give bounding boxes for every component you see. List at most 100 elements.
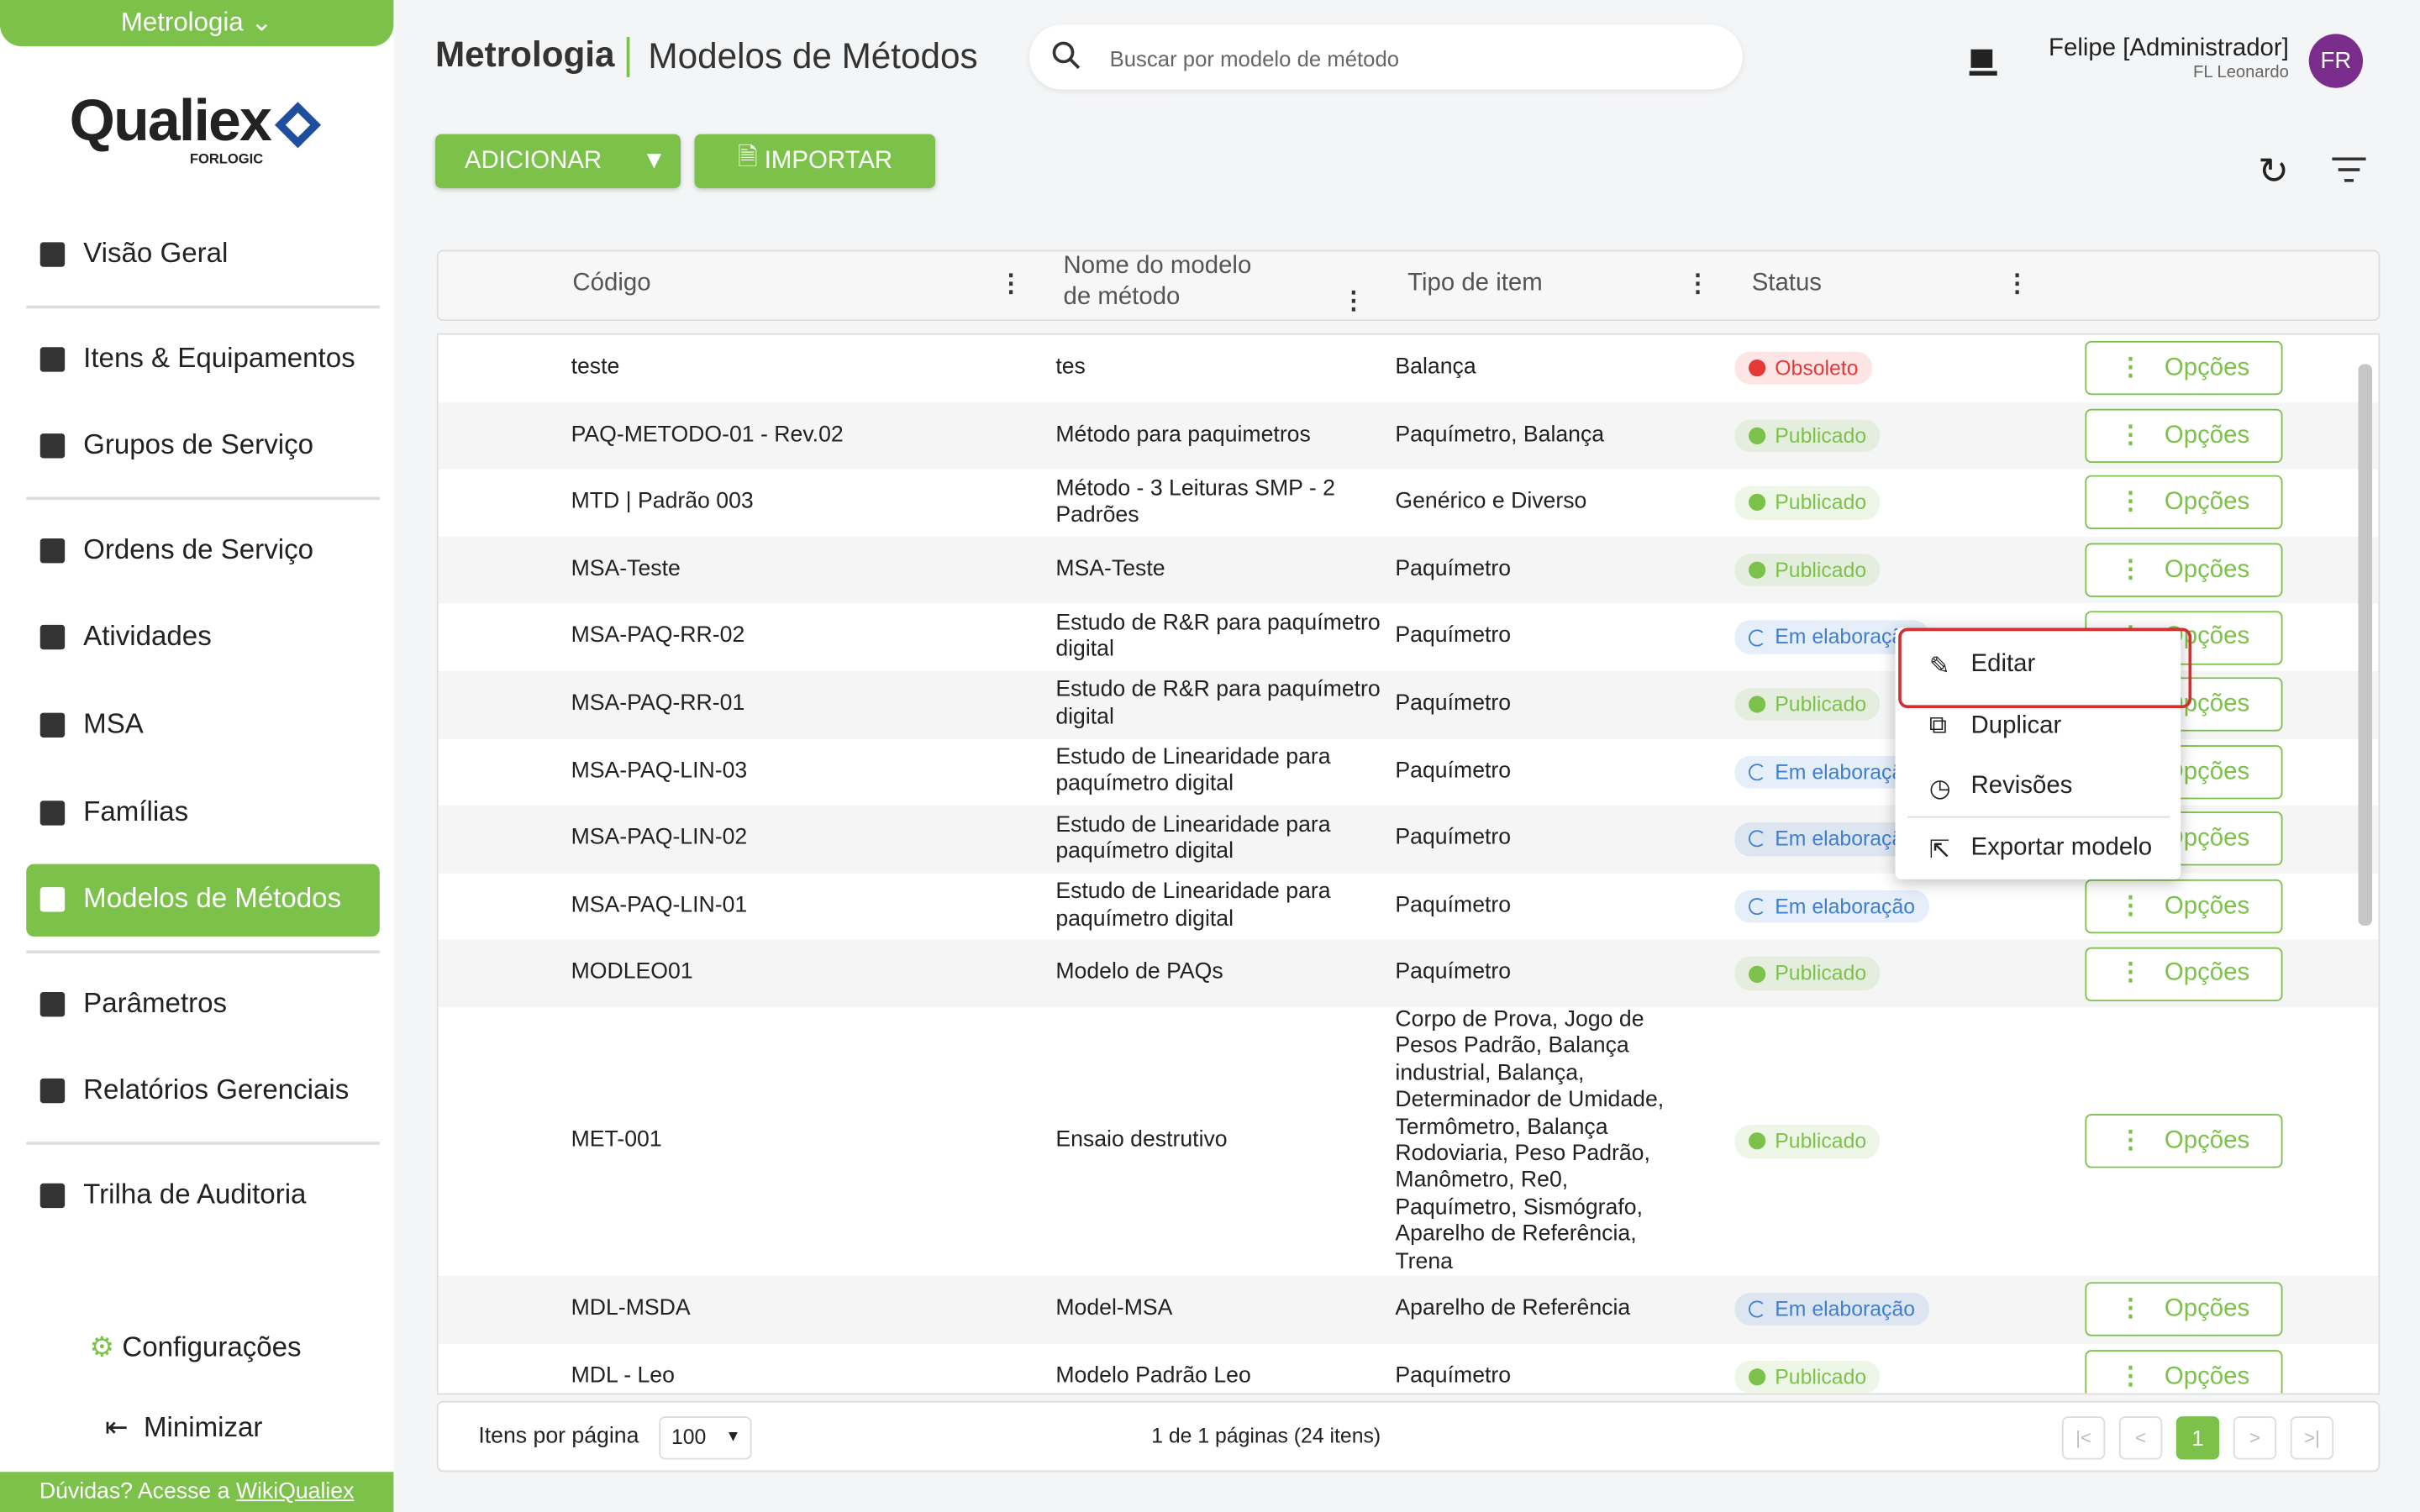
- menu-item[interactable]: Itens & Equipamentos: [39, 342, 355, 375]
- menu-item[interactable]: Visão Geral: [39, 238, 228, 270]
- code-cell: MSA-Teste: [571, 556, 681, 582]
- logo-mark: [274, 102, 322, 149]
- import-button[interactable]: 🗎 IMPORTAR: [694, 134, 936, 189]
- column-menu[interactable]: ⋮: [2004, 271, 2030, 298]
- last-page[interactable]: >|: [2290, 1416, 2334, 1460]
- column-menu[interactable]: ⋮: [998, 271, 1023, 298]
- table-row: MET-001 Ensaio destrutivo Corpo de Prova, …: [439, 1007, 2379, 1276]
- context-menu-item[interactable]: Editar: [1970, 651, 2036, 678]
- module-name: Metrologia: [120, 8, 244, 38]
- search-placeholder: Buscar por modelo de método: [1109, 46, 1400, 71]
- menu-icon: ✎: [1928, 654, 1950, 680]
- name-cell: Modelo Padrão Leo: [1055, 1363, 1251, 1389]
- menu-icon: ⇱: [1928, 837, 1950, 864]
- scrollbar[interactable]: [2358, 343, 2373, 1384]
- status-icon: [1749, 696, 1766, 713]
- menu-item[interactable]: Trilha de Auditoria: [39, 1179, 307, 1211]
- code-cell: MSA-PAQ-LIN-03: [571, 759, 748, 784]
- name-cell: Estudo de R&R para paquímetro digital: [1055, 677, 1381, 730]
- name-cell: Estudo de Linearidade para paquímetro di…: [1055, 745, 1331, 797]
- type-cell: Balança: [1395, 354, 1476, 381]
- options-button[interactable]: ⋮ Opções: [2085, 947, 2283, 1001]
- context-menu-item[interactable]: Duplicar: [1970, 712, 2062, 739]
- status-label: Em elaboração: [1775, 827, 1916, 851]
- options-label: Opções: [2164, 960, 2250, 987]
- minimize[interactable]: ⇤ Minimizar: [104, 1411, 263, 1443]
- code-cell: MDL - Leo: [571, 1363, 675, 1389]
- avatar[interactable]: FR: [2308, 34, 2364, 88]
- type-cell: Paquímetro: [1395, 759, 1512, 784]
- menu-item[interactable]: MSA: [39, 708, 144, 741]
- code-cell: MDL-MSDA: [571, 1296, 691, 1321]
- options-button[interactable]: ⋮ Opções: [2085, 341, 2283, 396]
- type-cell: Paquímetro: [1395, 960, 1512, 985]
- menu-item[interactable]: Ordens de Serviço: [39, 534, 313, 567]
- status-icon: [1749, 1300, 1766, 1318]
- options-button[interactable]: ⋮ Opções: [2085, 543, 2283, 597]
- column-header: Código: [572, 270, 651, 297]
- options-icon: ⋮: [2118, 422, 2144, 449]
- menu-icon: [39, 346, 66, 371]
- search-box[interactable]: Buscar por modelo de método: [1029, 24, 1743, 90]
- options-button[interactable]: ⋮ Opções: [2085, 879, 2283, 934]
- name-cell: Método - 3 Leituras SMP - 2 Padrões: [1055, 475, 1335, 528]
- name-cell: Modelo de PAQs: [1055, 960, 1223, 985]
- coffee-icon[interactable]: [1966, 43, 2000, 76]
- options-button[interactable]: ⋮ Opções: [2085, 1282, 2283, 1337]
- help-link[interactable]: WikiQualiex: [235, 1479, 355, 1504]
- options-button[interactable]: ⋮ Opções: [2085, 1114, 2283, 1169]
- add-button[interactable]: ADICIONAR ▼: [434, 134, 681, 189]
- filter-button[interactable]: [2332, 157, 2366, 182]
- menu-icon: [39, 711, 66, 738]
- per-page-select[interactable]: 100 ▼: [659, 1416, 752, 1460]
- current-page[interactable]: 1: [2175, 1416, 2220, 1460]
- menu-label: Famílias: [83, 795, 189, 827]
- status-chip: Publicado: [1734, 957, 1881, 990]
- context-menu-item[interactable]: Revisões: [1970, 773, 2073, 800]
- options-icon: ⋮: [2118, 1128, 2144, 1155]
- next-page[interactable]: >: [2233, 1416, 2277, 1460]
- page-summary: 1 de 1 páginas (24 itens): [1151, 1424, 1381, 1447]
- status-cell: Em elaboração: [1734, 890, 2085, 923]
- type-cell: Paquímetro: [1395, 690, 1512, 717]
- menu-icon: [39, 1182, 66, 1208]
- options-button[interactable]: ⋮ Opções: [2085, 475, 2283, 530]
- status-icon: [1749, 964, 1766, 983]
- status-chip: Publicado: [1734, 486, 1881, 520]
- options-button[interactable]: ⋮ Opções: [2085, 408, 2283, 463]
- settings[interactable]: ⚙ Configurações: [89, 1331, 302, 1362]
- status-chip: Em elaboração: [1734, 1293, 1929, 1326]
- breadcrumb-root[interactable]: Metrologia: [434, 34, 615, 75]
- status-label: Publicado: [1775, 692, 1867, 717]
- menu-item[interactable]: Parâmetros: [39, 988, 227, 1021]
- context-menu-item[interactable]: Exportar modelo: [1970, 834, 2153, 861]
- status-chip: Em elaboração: [1734, 890, 1929, 923]
- status-chip: Obsoleto: [1734, 351, 1873, 386]
- options-label: Opções: [2164, 422, 2250, 449]
- menu-icon: ⧉: [1928, 712, 1947, 739]
- separator: [26, 305, 380, 309]
- menu-item[interactable]: Grupos de Serviço: [39, 429, 313, 462]
- first-page[interactable]: |<: [2061, 1416, 2106, 1460]
- options-button[interactable]: ⋮ Opções: [2085, 1349, 2283, 1394]
- table-row: MTD | Padrão 003 Método - 3 Leituras SMP …: [439, 470, 2379, 537]
- column-menu[interactable]: ⋮: [1685, 271, 1711, 298]
- status-cell: Publicado: [1734, 957, 2085, 990]
- prev-page[interactable]: <: [2118, 1416, 2163, 1460]
- separator: [26, 1142, 380, 1145]
- menu-label: Trilha de Auditoria: [83, 1179, 307, 1210]
- column-menu[interactable]: ⋮: [1341, 288, 1366, 315]
- menu-item[interactable]: Atividades: [39, 620, 212, 653]
- module-selector[interactable]: Metrologia ⌄: [0, 0, 394, 47]
- status-chip: Publicado: [1734, 688, 1881, 722]
- menu-label: Itens & Equipamentos: [83, 342, 355, 374]
- refresh-button[interactable]: ↻: [2258, 150, 2290, 193]
- menu-item[interactable]: Relatórios Gerenciais: [39, 1074, 349, 1106]
- status-label: Publicado: [1775, 491, 1867, 514]
- help-text: Dúvidas? Acesse a: [39, 1479, 230, 1504]
- options-label: Opções: [2164, 1296, 2250, 1323]
- menu-item[interactable]: Modelos de Métodos: [39, 883, 341, 916]
- status-label: Em elaboração: [1775, 759, 1916, 784]
- logo: Qualiex: [69, 89, 272, 155]
- menu-item[interactable]: Famílias: [39, 795, 189, 829]
